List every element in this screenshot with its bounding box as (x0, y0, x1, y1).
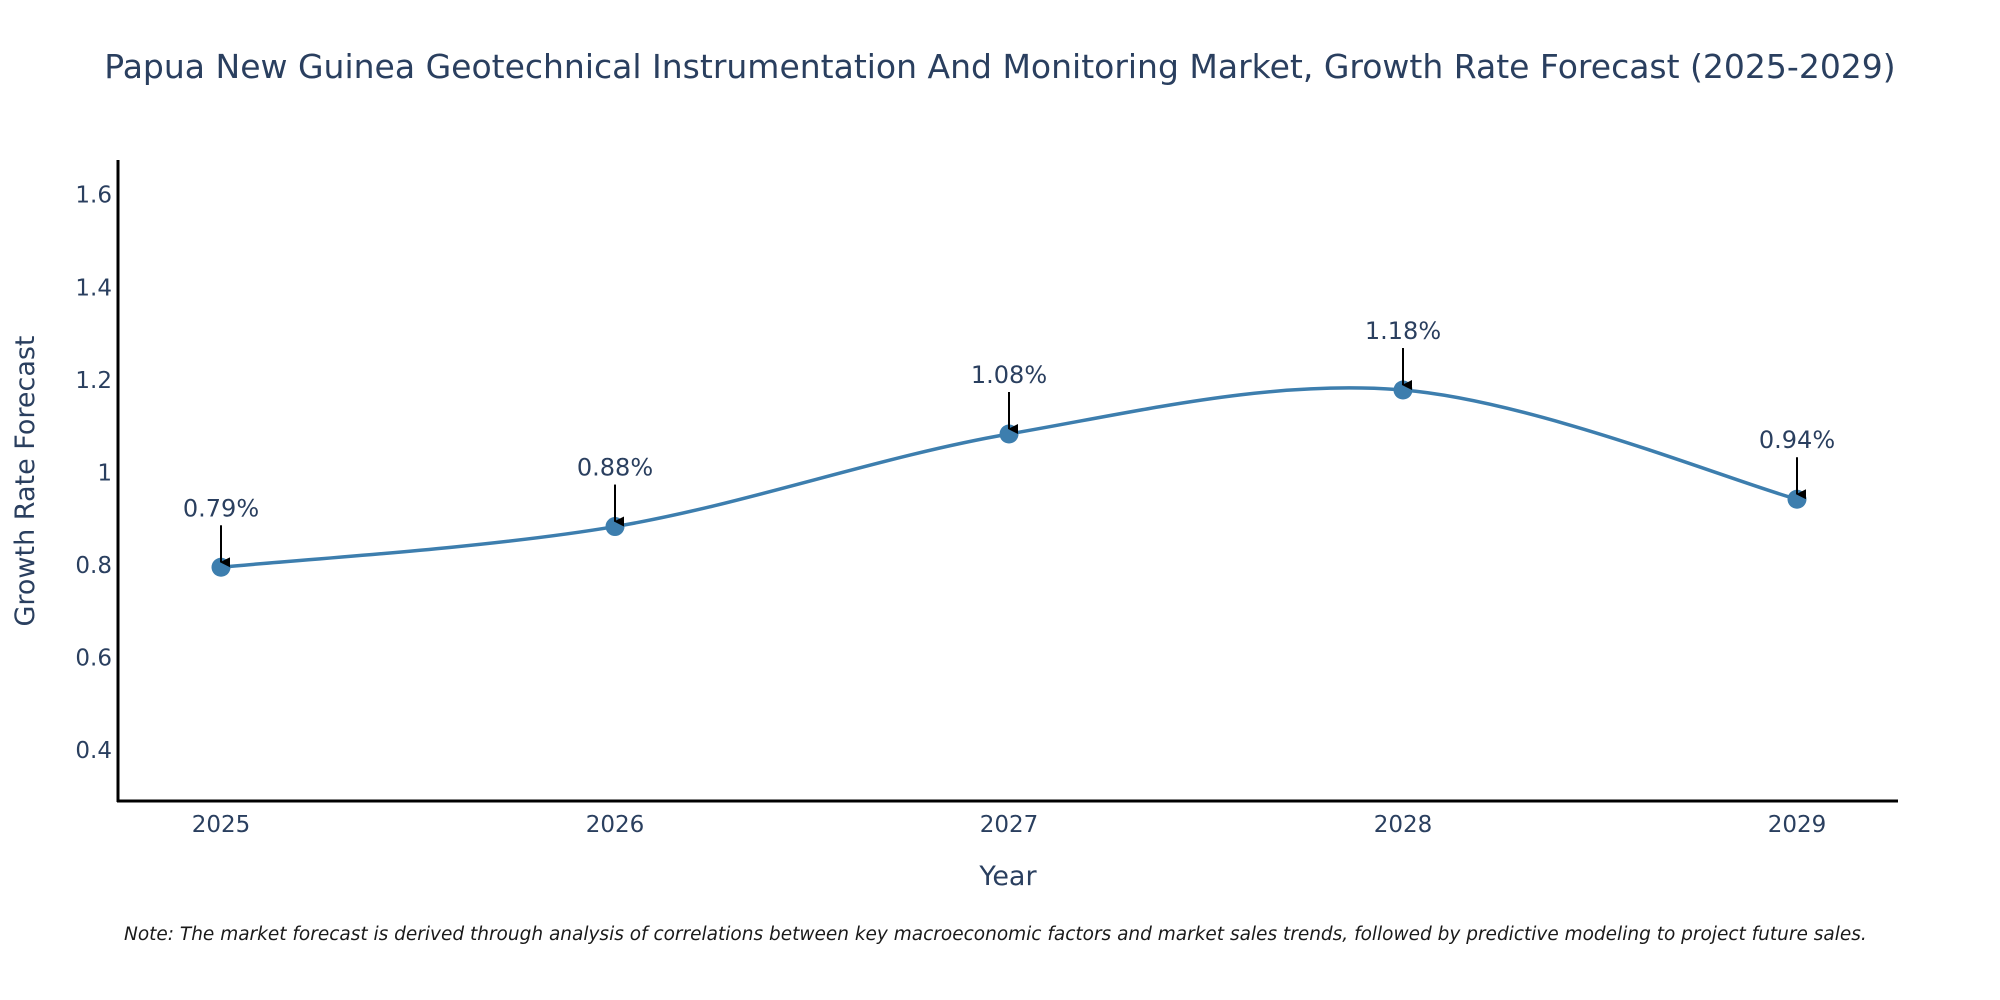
data-label: 1.08% (971, 361, 1047, 389)
y-axis-title: Growth Rate Forecast (10, 335, 41, 626)
x-tick-label: 2029 (1768, 812, 1827, 838)
x-tick-label: 2027 (980, 812, 1039, 838)
x-tick-label: 2025 (192, 812, 251, 838)
x-axis-title: Year (978, 861, 1037, 892)
footnote: Note: The market forecast is derived thr… (124, 924, 1867, 945)
y-tick-label: 0.6 (75, 646, 112, 672)
y-tick-label: 0.4 (75, 738, 112, 764)
data-label: 0.94% (1759, 426, 1835, 454)
y-axis-ticks: 0.4 0.6 0.8 1 1.2 1.4 1.6 (75, 183, 112, 764)
y-tick-label: 1.2 (75, 368, 112, 394)
data-label: 1.18% (1365, 317, 1441, 345)
data-annotations: 0.79% 0.88% 1.08% 1.18% 0.94% (183, 317, 1835, 568)
x-tick-label: 2028 (1374, 812, 1433, 838)
y-tick-label: 0.8 (75, 553, 112, 579)
data-label: 0.79% (183, 494, 259, 522)
y-tick-label: 1.4 (75, 275, 112, 301)
x-axis-ticks: 2025 2026 2027 2028 2029 (192, 812, 1827, 838)
chart-title: Papua New Guinea Geotechnical Instrument… (104, 47, 1895, 86)
data-label: 0.88% (577, 454, 653, 482)
y-tick-label: 1.6 (75, 183, 112, 209)
x-tick-label: 2026 (586, 812, 645, 838)
y-tick-label: 1 (97, 460, 112, 486)
